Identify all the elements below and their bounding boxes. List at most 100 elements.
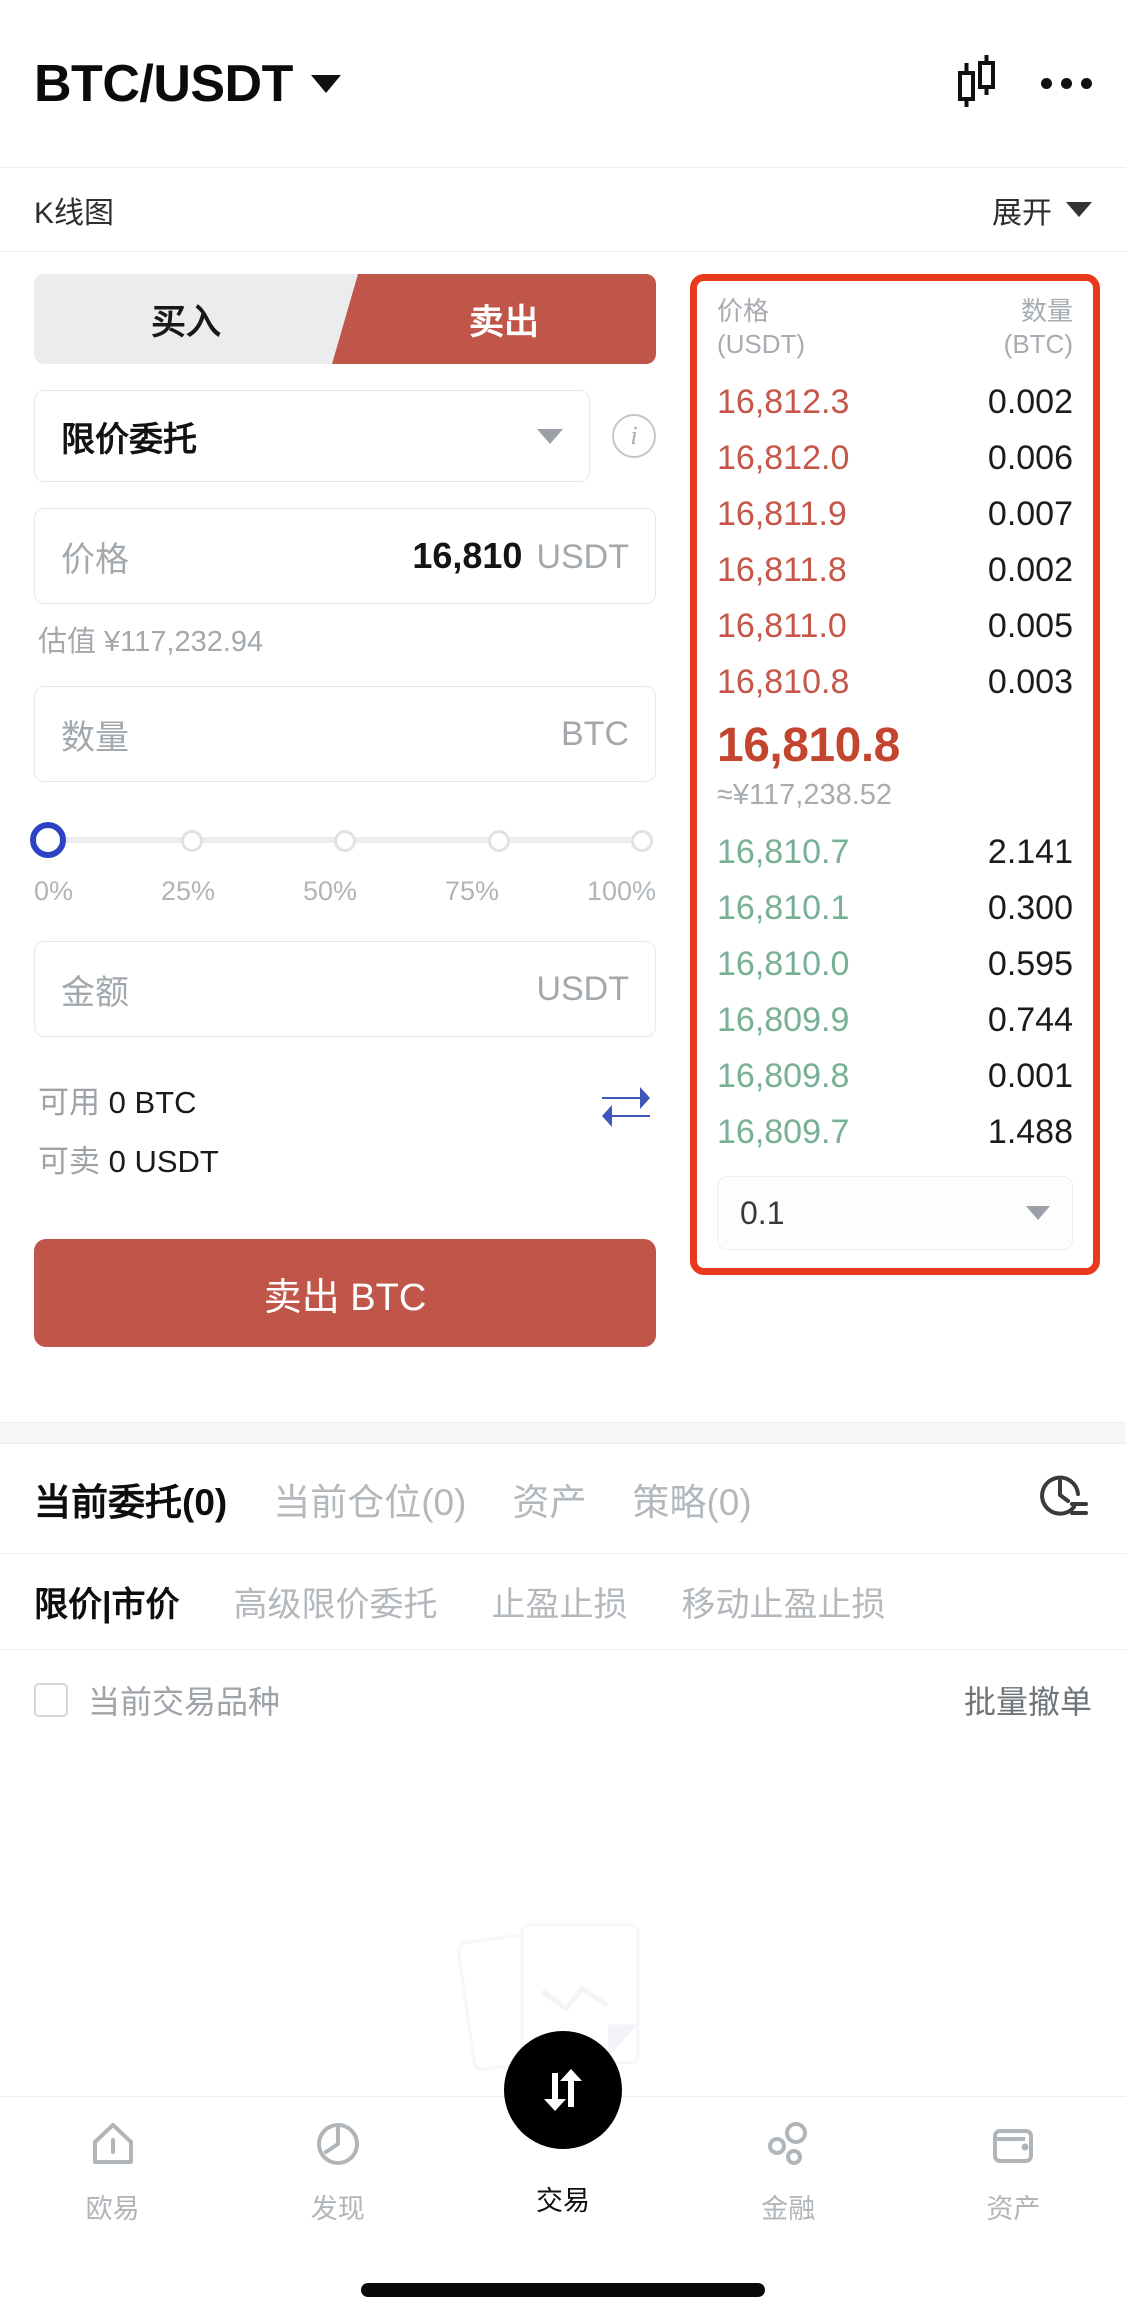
slider-node-75[interactable] — [487, 830, 510, 852]
balance-sellable: 可卖 0 USDT — [38, 1136, 219, 1181]
price-input[interactable]: 价格 16,810 USDT — [34, 508, 656, 604]
order-type-value: 限价委托 — [61, 420, 197, 459]
tab-buy[interactable]: 买入 — [34, 274, 358, 364]
bid-qty: 0.595 — [987, 944, 1073, 983]
current-symbol-label: 当前交易品种 — [88, 1684, 281, 1720]
depth-precision-select[interactable]: 0.1 — [717, 1176, 1073, 1250]
chevron-down-icon — [1026, 1206, 1050, 1220]
ask-price: 16,810.8 — [717, 662, 850, 701]
slider-node-100[interactable] — [631, 830, 653, 852]
subtab-limit-market[interactable]: 限价|市价 — [34, 1586, 180, 1624]
more-options-icon[interactable] — [1041, 78, 1092, 89]
bid-price: 16,810.1 — [717, 888, 850, 927]
tab-buy-label: 买入 — [150, 302, 221, 342]
expand-label: 展开 — [992, 196, 1052, 230]
tab-current-positions[interactable]: 当前仓位(0) — [273, 1481, 467, 1523]
slider-handle[interactable] — [30, 822, 66, 858]
bid-row[interactable]: 16,809.8 0.001 — [717, 1048, 1073, 1104]
nav-label-discover: 发现 — [310, 2194, 365, 2224]
cancel-all-button[interactable]: 批量撤单 — [963, 1684, 1092, 1720]
section-divider — [0, 1422, 1126, 1444]
quantity-input[interactable]: 数量 BTC — [34, 686, 656, 782]
tab-strategy[interactable]: 策略(0) — [632, 1481, 752, 1523]
last-price-fiat: ≈¥117,238.52 — [717, 779, 893, 811]
balance-available: 可用 0 BTC — [38, 1077, 219, 1122]
price-label: 价格 — [61, 540, 129, 579]
ask-qty: 0.002 — [987, 550, 1073, 589]
finance-bubbles-icon — [762, 2118, 814, 2175]
ask-price: 16,811.0 — [717, 606, 847, 645]
nav-item-trade[interactable]: 交易 — [450, 2030, 675, 2218]
nav-item-okx[interactable]: 欧易 — [0, 2118, 225, 2226]
ask-price: 16,811.9 — [717, 494, 847, 533]
nav-item-assets[interactable]: 资产 — [901, 2118, 1126, 2226]
order-history-icon[interactable] — [1034, 1467, 1092, 1530]
wallet-icon — [987, 2118, 1039, 2175]
page-title: BTC/USDT — [34, 54, 293, 113]
pair-selector[interactable]: BTC/USDT — [34, 54, 341, 114]
price-unit: USDT — [536, 538, 629, 576]
slider-tick-100: 100% — [586, 876, 656, 906]
depth-precision-value: 0.1 — [740, 1194, 785, 1231]
tab-assets[interactable]: 资产 — [512, 1481, 587, 1523]
order-book-price-unit: (USDT) — [717, 328, 806, 359]
price-value: 16,810 — [412, 535, 523, 576]
slider-tick-25: 25% — [160, 876, 216, 906]
subtab-advanced-limit[interactable]: 高级限价委托 — [233, 1586, 438, 1624]
subtab-take-profit-stop-loss[interactable]: 止盈止损 — [491, 1586, 628, 1624]
kline-bar: K线图 展开 — [0, 168, 1126, 252]
bid-row[interactable]: 16,810.0 0.595 — [717, 936, 1073, 992]
ask-row[interactable]: 16,811.0 0.005 — [717, 598, 1073, 654]
bid-price: 16,810.0 — [717, 944, 850, 983]
tab-sell-label: 卖出 — [468, 302, 539, 342]
bottom-navigation: 欧易 发现 交易 — [0, 2030, 1126, 2321]
ask-row[interactable]: 16,811.8 0.002 — [717, 542, 1073, 598]
info-circle-icon[interactable]: i — [612, 414, 656, 458]
bid-qty: 0.001 — [987, 1056, 1073, 1095]
nav-label-okx: 欧易 — [85, 2194, 140, 2224]
chevron-down-icon — [310, 74, 341, 93]
balance-sellable-label: 可卖 — [38, 1144, 100, 1179]
ask-row[interactable]: 16,812.3 0.002 — [717, 374, 1073, 430]
slider-ticks: 0% 25% 50% 75% 100% — [34, 876, 656, 907]
ask-qty: 0.007 — [987, 494, 1073, 533]
ask-qty: 0.003 — [987, 662, 1073, 701]
submit-order-button[interactable]: 卖出 BTC — [34, 1239, 656, 1347]
nav-item-discover[interactable]: 发现 — [225, 2118, 450, 2226]
bid-row[interactable]: 16,810.1 0.300 — [717, 880, 1073, 936]
tab-current-orders[interactable]: 当前委托(0) — [34, 1481, 228, 1523]
nav-label-finance: 金融 — [761, 2194, 816, 2224]
expand-kline-button[interactable]: 展开 — [992, 188, 1092, 232]
bid-row[interactable]: 16,810.7 2.141 — [717, 824, 1073, 880]
bid-row[interactable]: 16,809.9 0.744 — [717, 992, 1073, 1048]
order-sub-tabs: 限价|市价 高级限价委托 止盈止损 移动止盈止损 — [0, 1554, 1126, 1650]
tab-sell[interactable]: 卖出 — [332, 274, 656, 364]
slider-tick-50: 50% — [302, 876, 357, 906]
nav-label-trade: 交易 — [536, 2185, 590, 2216]
order-type-select[interactable]: 限价委托 — [34, 390, 590, 482]
bid-price: 16,809.7 — [717, 1112, 850, 1151]
order-form: 买入 卖出 限价委托 i 价格 16,810 USDT 估值 ¥117,232.… — [0, 274, 690, 1422]
swap-horizontal-icon[interactable] — [600, 1083, 652, 1132]
chevron-down-icon — [1066, 202, 1092, 217]
home-icon — [87, 2118, 139, 2175]
ask-row[interactable]: 16,812.0 0.006 — [717, 430, 1073, 486]
compass-icon — [312, 2118, 364, 2175]
ask-price: 16,812.3 — [717, 382, 850, 421]
slider-node-25[interactable] — [180, 830, 203, 852]
bid-row[interactable]: 16,809.7 1.488 — [717, 1104, 1073, 1160]
percent-slider[interactable] — [30, 822, 653, 858]
current-symbol-checkbox[interactable] — [34, 1683, 68, 1717]
order-book-qty-label: 数量 — [1020, 296, 1073, 326]
subtab-trailing-stop[interactable]: 移动止盈止损 — [681, 1586, 886, 1624]
swap-vertical-icon[interactable] — [504, 2030, 622, 2149]
slider-node-50[interactable] — [334, 830, 356, 852]
bid-qty: 1.488 — [987, 1112, 1073, 1151]
ask-row[interactable]: 16,810.8 0.003 — [717, 654, 1073, 710]
nav-item-finance[interactable]: 金融 — [676, 2118, 901, 2226]
ask-row[interactable]: 16,811.9 0.007 — [717, 486, 1073, 542]
balance-available-value: 0 BTC — [108, 1085, 197, 1120]
candlestick-chart-icon[interactable] — [953, 54, 1001, 113]
amount-input[interactable]: 金额 USDT — [34, 941, 656, 1037]
slider-tick-0: 0% — [34, 876, 74, 906]
